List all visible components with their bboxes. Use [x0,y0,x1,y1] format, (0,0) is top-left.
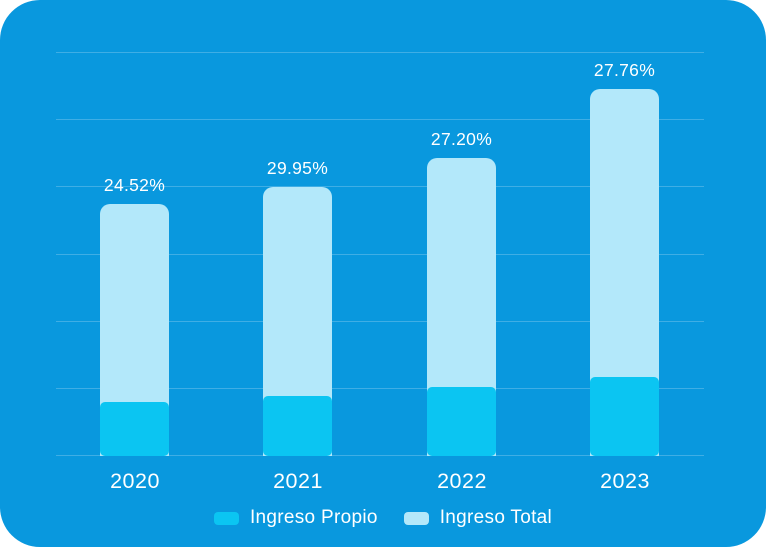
bar-segment-ingreso-propio[interactable] [590,377,659,456]
legend-swatch-ingreso-propio [213,511,239,525]
bar-value-label: 29.95% [266,158,329,178]
gridline [56,254,704,255]
bar-2021: 29.95% [263,158,332,456]
legend-swatch-ingreso-total [403,511,429,525]
x-axis-label-2020: 2020 [110,469,160,493]
bar-segment-ingreso-propio[interactable] [100,402,169,456]
gridline [56,321,704,322]
bar-2020: 24.52% [100,175,169,456]
gridline [56,119,704,120]
bar-group-2022: 27.20% [427,129,496,456]
legend-item-ingreso-propio[interactable]: Ingreso Propio [213,507,378,529]
legend-label: Ingreso Propio [249,507,378,528]
gridline [56,186,704,187]
gridline [56,52,704,53]
bar-group-2023: 27.76% [590,60,659,456]
bar-2022: 27.20% [427,129,496,456]
bar-value-label: 27.20% [430,129,493,149]
legend-item-ingreso-total[interactable]: Ingreso Total [403,507,553,529]
bar-value-label: 24.52% [103,175,166,195]
x-axis-label-2023: 2023 [600,469,650,493]
bar-value-label: 27.76% [593,60,656,80]
legend-label: Ingreso Total [439,507,553,528]
legend: Ingreso Propio Ingreso Total [0,507,766,529]
x-axis-label-2021: 2021 [273,469,323,493]
bar-2023: 27.76% [590,60,659,456]
bar-group-2020: 24.52% [100,175,169,456]
bar-segment-ingreso-propio[interactable] [263,396,332,456]
bar-group-2021: 29.95% [263,158,332,456]
gridline [56,388,704,389]
gridline [56,455,704,456]
x-axis-label-2022: 2022 [437,469,487,493]
bar-segment-ingreso-propio[interactable] [427,387,496,456]
